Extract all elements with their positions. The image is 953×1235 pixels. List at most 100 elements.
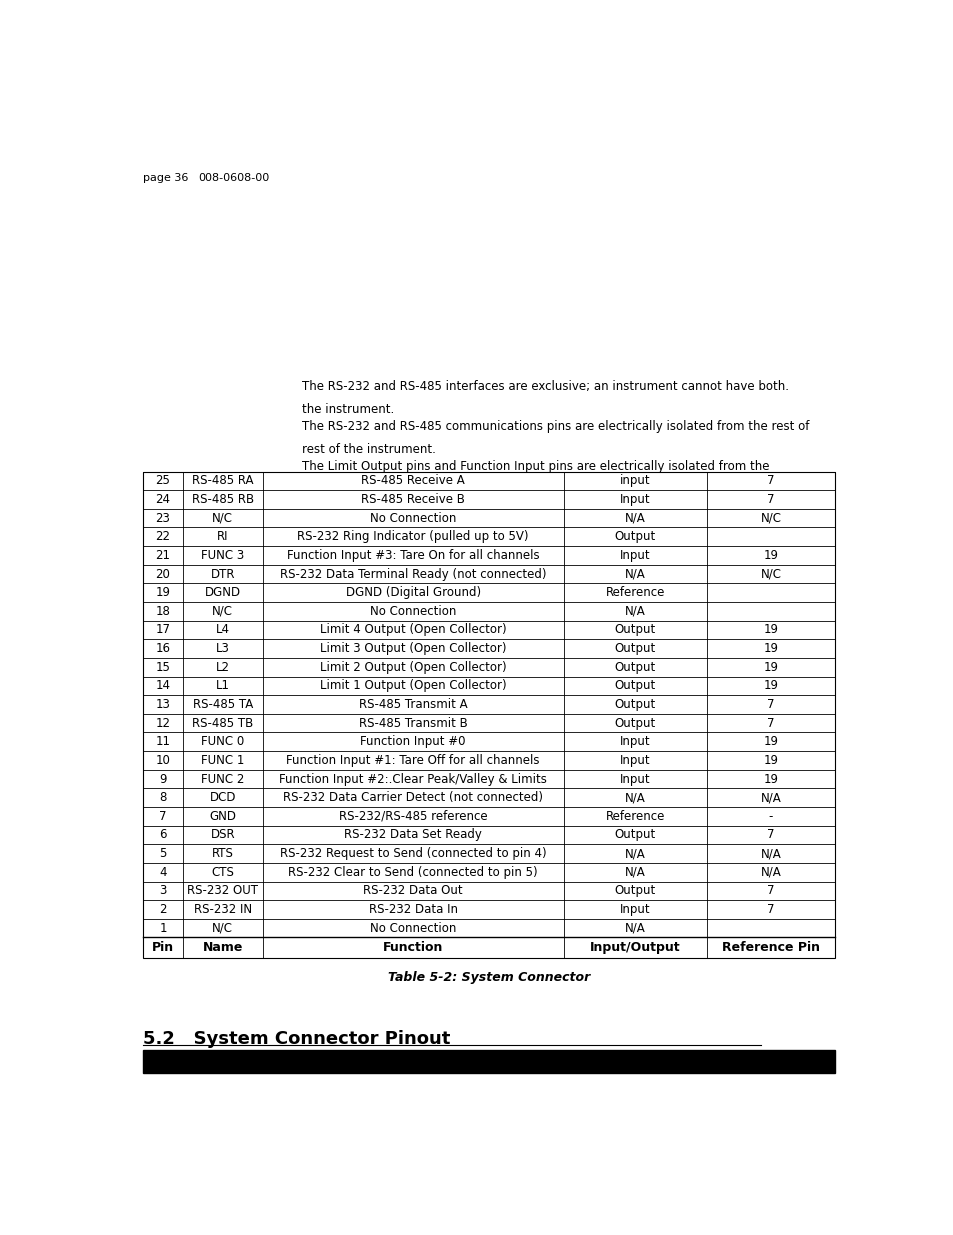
Text: Function: Function xyxy=(382,941,443,955)
Text: FUNC 2: FUNC 2 xyxy=(201,773,244,785)
Text: L4: L4 xyxy=(215,624,230,636)
Text: Reference Pin: Reference Pin xyxy=(721,941,819,955)
Text: RS-232 Data Out: RS-232 Data Out xyxy=(363,884,462,898)
Text: 4: 4 xyxy=(159,866,167,879)
Text: Reference: Reference xyxy=(605,810,664,823)
Text: RS-485 Receive B: RS-485 Receive B xyxy=(361,493,465,506)
Text: The Limit Output pins and Function Input pins are electrically isolated from the: The Limit Output pins and Function Input… xyxy=(301,461,768,473)
Text: No Connection: No Connection xyxy=(370,605,456,618)
Text: Output: Output xyxy=(614,642,656,655)
Text: 5.2   System Connector Pinout: 5.2 System Connector Pinout xyxy=(143,1030,450,1047)
Text: 25: 25 xyxy=(155,474,171,488)
Text: 24: 24 xyxy=(155,493,171,506)
Text: Output: Output xyxy=(614,624,656,636)
Text: Pin: Pin xyxy=(152,941,173,955)
Text: 19: 19 xyxy=(155,587,171,599)
Text: Reference: Reference xyxy=(605,587,664,599)
Text: 19: 19 xyxy=(762,679,778,693)
Text: 15: 15 xyxy=(155,661,171,674)
Text: No Connection: No Connection xyxy=(370,921,456,935)
Text: RS-485 TB: RS-485 TB xyxy=(192,716,253,730)
Text: N/A: N/A xyxy=(624,511,645,525)
Text: N/A: N/A xyxy=(624,921,645,935)
Text: Table 5-2: System Connector: Table 5-2: System Connector xyxy=(387,971,590,984)
Text: N/A: N/A xyxy=(760,847,781,860)
Text: 19: 19 xyxy=(762,735,778,748)
Text: N/C: N/C xyxy=(213,511,233,525)
Text: L2: L2 xyxy=(215,661,230,674)
Text: rest of the instrument.: rest of the instrument. xyxy=(301,443,436,456)
Text: Input: Input xyxy=(619,493,650,506)
Text: 9: 9 xyxy=(159,773,167,785)
Text: Input: Input xyxy=(619,903,650,916)
Text: N/A: N/A xyxy=(760,866,781,879)
Text: RS-232 Clear to Send (connected to pin 5): RS-232 Clear to Send (connected to pin 5… xyxy=(288,866,537,879)
Text: RS-485 Transmit A: RS-485 Transmit A xyxy=(358,698,467,711)
Text: The RS-232 and RS-485 interfaces are exclusive; an instrument cannot have both.: The RS-232 and RS-485 interfaces are exc… xyxy=(301,380,788,393)
Text: Input: Input xyxy=(619,548,650,562)
Text: 19: 19 xyxy=(762,773,778,785)
Text: 7: 7 xyxy=(766,903,774,916)
Bar xyxy=(143,1050,834,1072)
Text: 22: 22 xyxy=(155,530,171,543)
Text: the instrument.: the instrument. xyxy=(301,403,394,416)
Text: Function Input #2:.Clear Peak/Valley & Limits: Function Input #2:.Clear Peak/Valley & L… xyxy=(279,773,546,785)
Text: Input/Output: Input/Output xyxy=(589,941,679,955)
Text: 14: 14 xyxy=(155,679,171,693)
Text: input: input xyxy=(619,474,650,488)
Text: 12: 12 xyxy=(155,716,171,730)
Text: 7: 7 xyxy=(766,884,774,898)
Text: Limit 4 Output (Open Collector): Limit 4 Output (Open Collector) xyxy=(319,624,506,636)
Text: Output: Output xyxy=(614,679,656,693)
Text: N/C: N/C xyxy=(213,921,233,935)
Text: No Connection: No Connection xyxy=(370,511,456,525)
Text: Limit 1 Output (Open Collector): Limit 1 Output (Open Collector) xyxy=(319,679,506,693)
Text: 18: 18 xyxy=(155,605,171,618)
Text: 17: 17 xyxy=(155,624,171,636)
Text: RS-232 Data Terminal Ready (not connected): RS-232 Data Terminal Ready (not connecte… xyxy=(279,568,546,580)
Text: 19: 19 xyxy=(762,753,778,767)
Text: N/A: N/A xyxy=(624,605,645,618)
Bar xyxy=(143,472,834,958)
Text: 7: 7 xyxy=(766,474,774,488)
Text: 6: 6 xyxy=(159,829,167,841)
Text: Limit 2 Output (Open Collector): Limit 2 Output (Open Collector) xyxy=(319,661,506,674)
Text: 19: 19 xyxy=(762,642,778,655)
Text: 008-0608-00: 008-0608-00 xyxy=(198,173,270,183)
Text: 5: 5 xyxy=(159,847,167,860)
Text: Output: Output xyxy=(614,530,656,543)
Text: DCD: DCD xyxy=(210,792,235,804)
Text: 2: 2 xyxy=(159,903,167,916)
Text: DGND: DGND xyxy=(205,587,241,599)
Text: Output: Output xyxy=(614,661,656,674)
Text: 20: 20 xyxy=(155,568,171,580)
Text: 7: 7 xyxy=(766,493,774,506)
Text: Input: Input xyxy=(619,753,650,767)
Text: N/A: N/A xyxy=(624,568,645,580)
Text: RS-485 TA: RS-485 TA xyxy=(193,698,253,711)
Text: Function Input #0: Function Input #0 xyxy=(360,735,465,748)
Text: Name: Name xyxy=(202,941,243,955)
Text: RS-232 OUT: RS-232 OUT xyxy=(187,884,258,898)
Text: RS-232 Data Carrier Detect (not connected): RS-232 Data Carrier Detect (not connecte… xyxy=(283,792,542,804)
Text: The RS-232 and RS-485 communications pins are electrically isolated from the res: The RS-232 and RS-485 communications pin… xyxy=(301,420,808,433)
Text: RS-232 Data Set Ready: RS-232 Data Set Ready xyxy=(344,829,481,841)
Text: RI: RI xyxy=(217,530,229,543)
Text: RS-232 Data In: RS-232 Data In xyxy=(368,903,457,916)
Text: Function Input #1: Tare Off for all channels: Function Input #1: Tare Off for all chan… xyxy=(286,753,539,767)
Text: Input: Input xyxy=(619,773,650,785)
Text: RS-232 IN: RS-232 IN xyxy=(193,903,252,916)
Text: CTS: CTS xyxy=(212,866,234,879)
Text: 19: 19 xyxy=(762,661,778,674)
Text: N/A: N/A xyxy=(624,866,645,879)
Text: 21: 21 xyxy=(155,548,171,562)
Text: DTR: DTR xyxy=(211,568,234,580)
Text: -: - xyxy=(768,810,772,823)
Text: 7: 7 xyxy=(159,810,167,823)
Text: N/C: N/C xyxy=(760,511,781,525)
Text: FUNC 0: FUNC 0 xyxy=(201,735,244,748)
Text: DSR: DSR xyxy=(211,829,234,841)
Text: L1: L1 xyxy=(215,679,230,693)
Text: 16: 16 xyxy=(155,642,171,655)
Text: Output: Output xyxy=(614,716,656,730)
